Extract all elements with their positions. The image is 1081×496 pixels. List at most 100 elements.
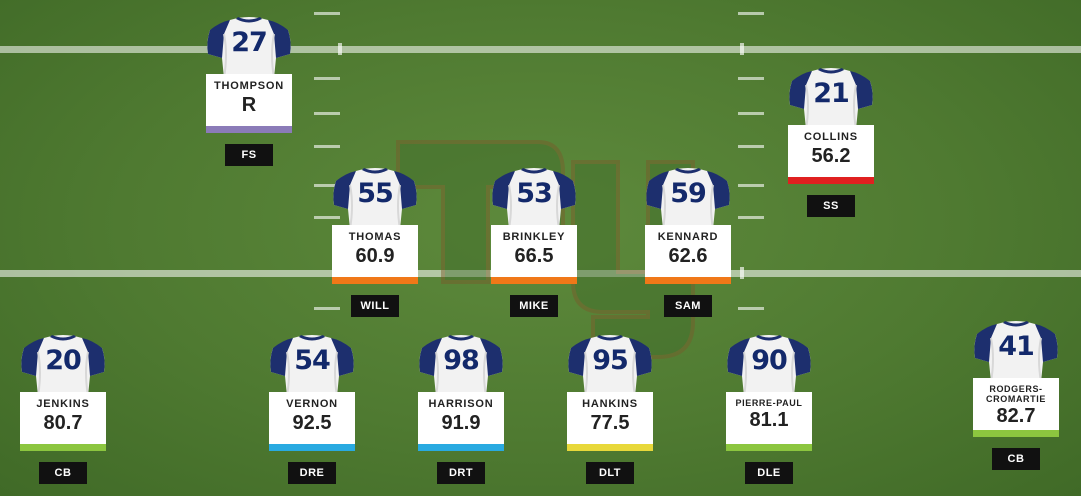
player-name: RODGERS- CROMARTIE: [986, 384, 1046, 404]
player-name: VERNON: [286, 398, 338, 410]
grade-bar: [491, 277, 577, 284]
jersey-number: 21: [813, 78, 850, 109]
position-badge: DRE: [288, 462, 336, 484]
position-badge: DLT: [586, 462, 634, 484]
hash-mark: [314, 307, 340, 310]
hash-mark: [314, 145, 340, 148]
player-info: THOMPSON R: [206, 74, 292, 126]
jersey-number: 41: [998, 331, 1035, 362]
jersey-number: 59: [670, 178, 707, 209]
player-card-will[interactable]: 55 THOMAS 60.9 WILL: [332, 165, 418, 317]
grade-bar: [788, 177, 874, 184]
hash-mark: [738, 184, 764, 187]
jersey-icon: 53: [491, 165, 577, 229]
player-name: HARRISON: [428, 398, 494, 410]
player-card-dre[interactable]: 54 VERNON 92.5 DRE: [269, 332, 355, 484]
jersey-icon: 59: [645, 165, 731, 229]
grade-bar: [645, 277, 731, 284]
player-card-cb-left[interactable]: 20 JENKINS 80.7 CB: [20, 332, 106, 484]
player-card-cb-right[interactable]: 41 RODGERS- CROMARTIE 82.7 CB: [973, 318, 1059, 470]
hash-mark: [738, 77, 764, 80]
jersey-number: 27: [231, 27, 268, 58]
player-grade: 66.5: [514, 245, 554, 267]
player-grade: 91.9: [441, 412, 481, 434]
hash-mark: [314, 184, 340, 187]
player-card-drt[interactable]: 98 HARRISON 91.9 DRT: [418, 332, 504, 484]
jersey-icon: 27: [206, 14, 292, 78]
player-grade: 60.9: [355, 245, 395, 267]
hash-mark: [314, 77, 340, 80]
player-info: VERNON 92.5: [269, 392, 355, 444]
player-name: THOMPSON: [214, 80, 284, 92]
position-badge: CB: [39, 462, 87, 484]
player-card-dle[interactable]: 90 PIERRE-PAUL 81.1 DLE: [726, 332, 812, 484]
yard-line: [0, 46, 1081, 53]
player-card-dlt[interactable]: 95 HANKINS 77.5 DLT: [567, 332, 653, 484]
player-card-mike[interactable]: 53 BRINKLEY 66.5 MIKE: [491, 165, 577, 317]
jersey-number: 98: [443, 345, 480, 376]
player-info: PIERRE-PAUL 81.1: [726, 392, 812, 444]
hash-mark: [738, 145, 764, 148]
player-info: KENNARD 62.6: [645, 225, 731, 277]
hash-mark: [314, 216, 340, 219]
player-grade: R: [241, 94, 257, 116]
position-badge: CB: [992, 448, 1040, 470]
jersey-icon: 20: [20, 332, 106, 396]
player-card-ss[interactable]: 21 COLLINS 56.2 SS: [788, 65, 874, 217]
player-grade: 62.6: [668, 245, 708, 267]
player-card-fs[interactable]: 27 THOMPSON R FS: [206, 14, 292, 166]
player-grade: 92.5: [292, 412, 332, 434]
position-badge: SS: [807, 195, 855, 217]
player-info: HARRISON 91.9: [418, 392, 504, 444]
player-info: JENKINS 80.7: [20, 392, 106, 444]
grade-bar: [726, 444, 812, 451]
hash-mark: [314, 12, 340, 15]
jersey-number: 20: [45, 345, 82, 376]
player-name: JENKINS: [36, 398, 90, 410]
hash-mark: [738, 112, 764, 115]
jersey-number: 55: [357, 178, 394, 209]
hash-mark: [314, 112, 340, 115]
player-name: THOMAS: [348, 231, 402, 243]
jersey-icon: 98: [418, 332, 504, 396]
position-badge: FS: [225, 144, 273, 166]
player-name: HANKINS: [582, 398, 638, 410]
position-badge: DLE: [745, 462, 793, 484]
player-grade: 82.7: [996, 405, 1036, 427]
player-info: THOMAS 60.9: [332, 225, 418, 277]
jersey-number: 54: [294, 345, 331, 376]
player-name: KENNARD: [657, 231, 719, 243]
jersey-icon: 90: [726, 332, 812, 396]
grade-bar: [206, 126, 292, 133]
hash-mark: [738, 216, 764, 219]
position-badge: WILL: [351, 295, 399, 317]
player-name: PIERRE-PAUL: [735, 398, 803, 408]
hash-mark: [338, 43, 342, 55]
player-info: RODGERS- CROMARTIE 82.7: [973, 378, 1059, 430]
jersey-icon: 55: [332, 165, 418, 229]
player-name: COLLINS: [804, 131, 858, 143]
jersey-icon: 41: [973, 318, 1059, 382]
jersey-number: 95: [592, 345, 629, 376]
grade-bar: [20, 444, 106, 451]
grade-bar: [567, 444, 653, 451]
jersey-icon: 21: [788, 65, 874, 129]
grade-bar: [332, 277, 418, 284]
player-info: HANKINS 77.5: [567, 392, 653, 444]
player-info: BRINKLEY 66.5: [491, 225, 577, 277]
hash-mark: [738, 307, 764, 310]
hash-mark: [738, 12, 764, 15]
position-badge: MIKE: [510, 295, 558, 317]
player-name: BRINKLEY: [502, 231, 566, 243]
jersey-number: 53: [516, 178, 553, 209]
player-info: COLLINS 56.2: [788, 125, 874, 177]
grade-bar: [973, 430, 1059, 437]
player-grade: 81.1: [749, 409, 789, 431]
player-grade: 77.5: [590, 412, 630, 434]
jersey-icon: 95: [567, 332, 653, 396]
position-badge: SAM: [664, 295, 712, 317]
position-badge: DRT: [437, 462, 485, 484]
player-card-sam[interactable]: 59 KENNARD 62.6 SAM: [645, 165, 731, 317]
player-grade: 80.7: [43, 412, 83, 434]
